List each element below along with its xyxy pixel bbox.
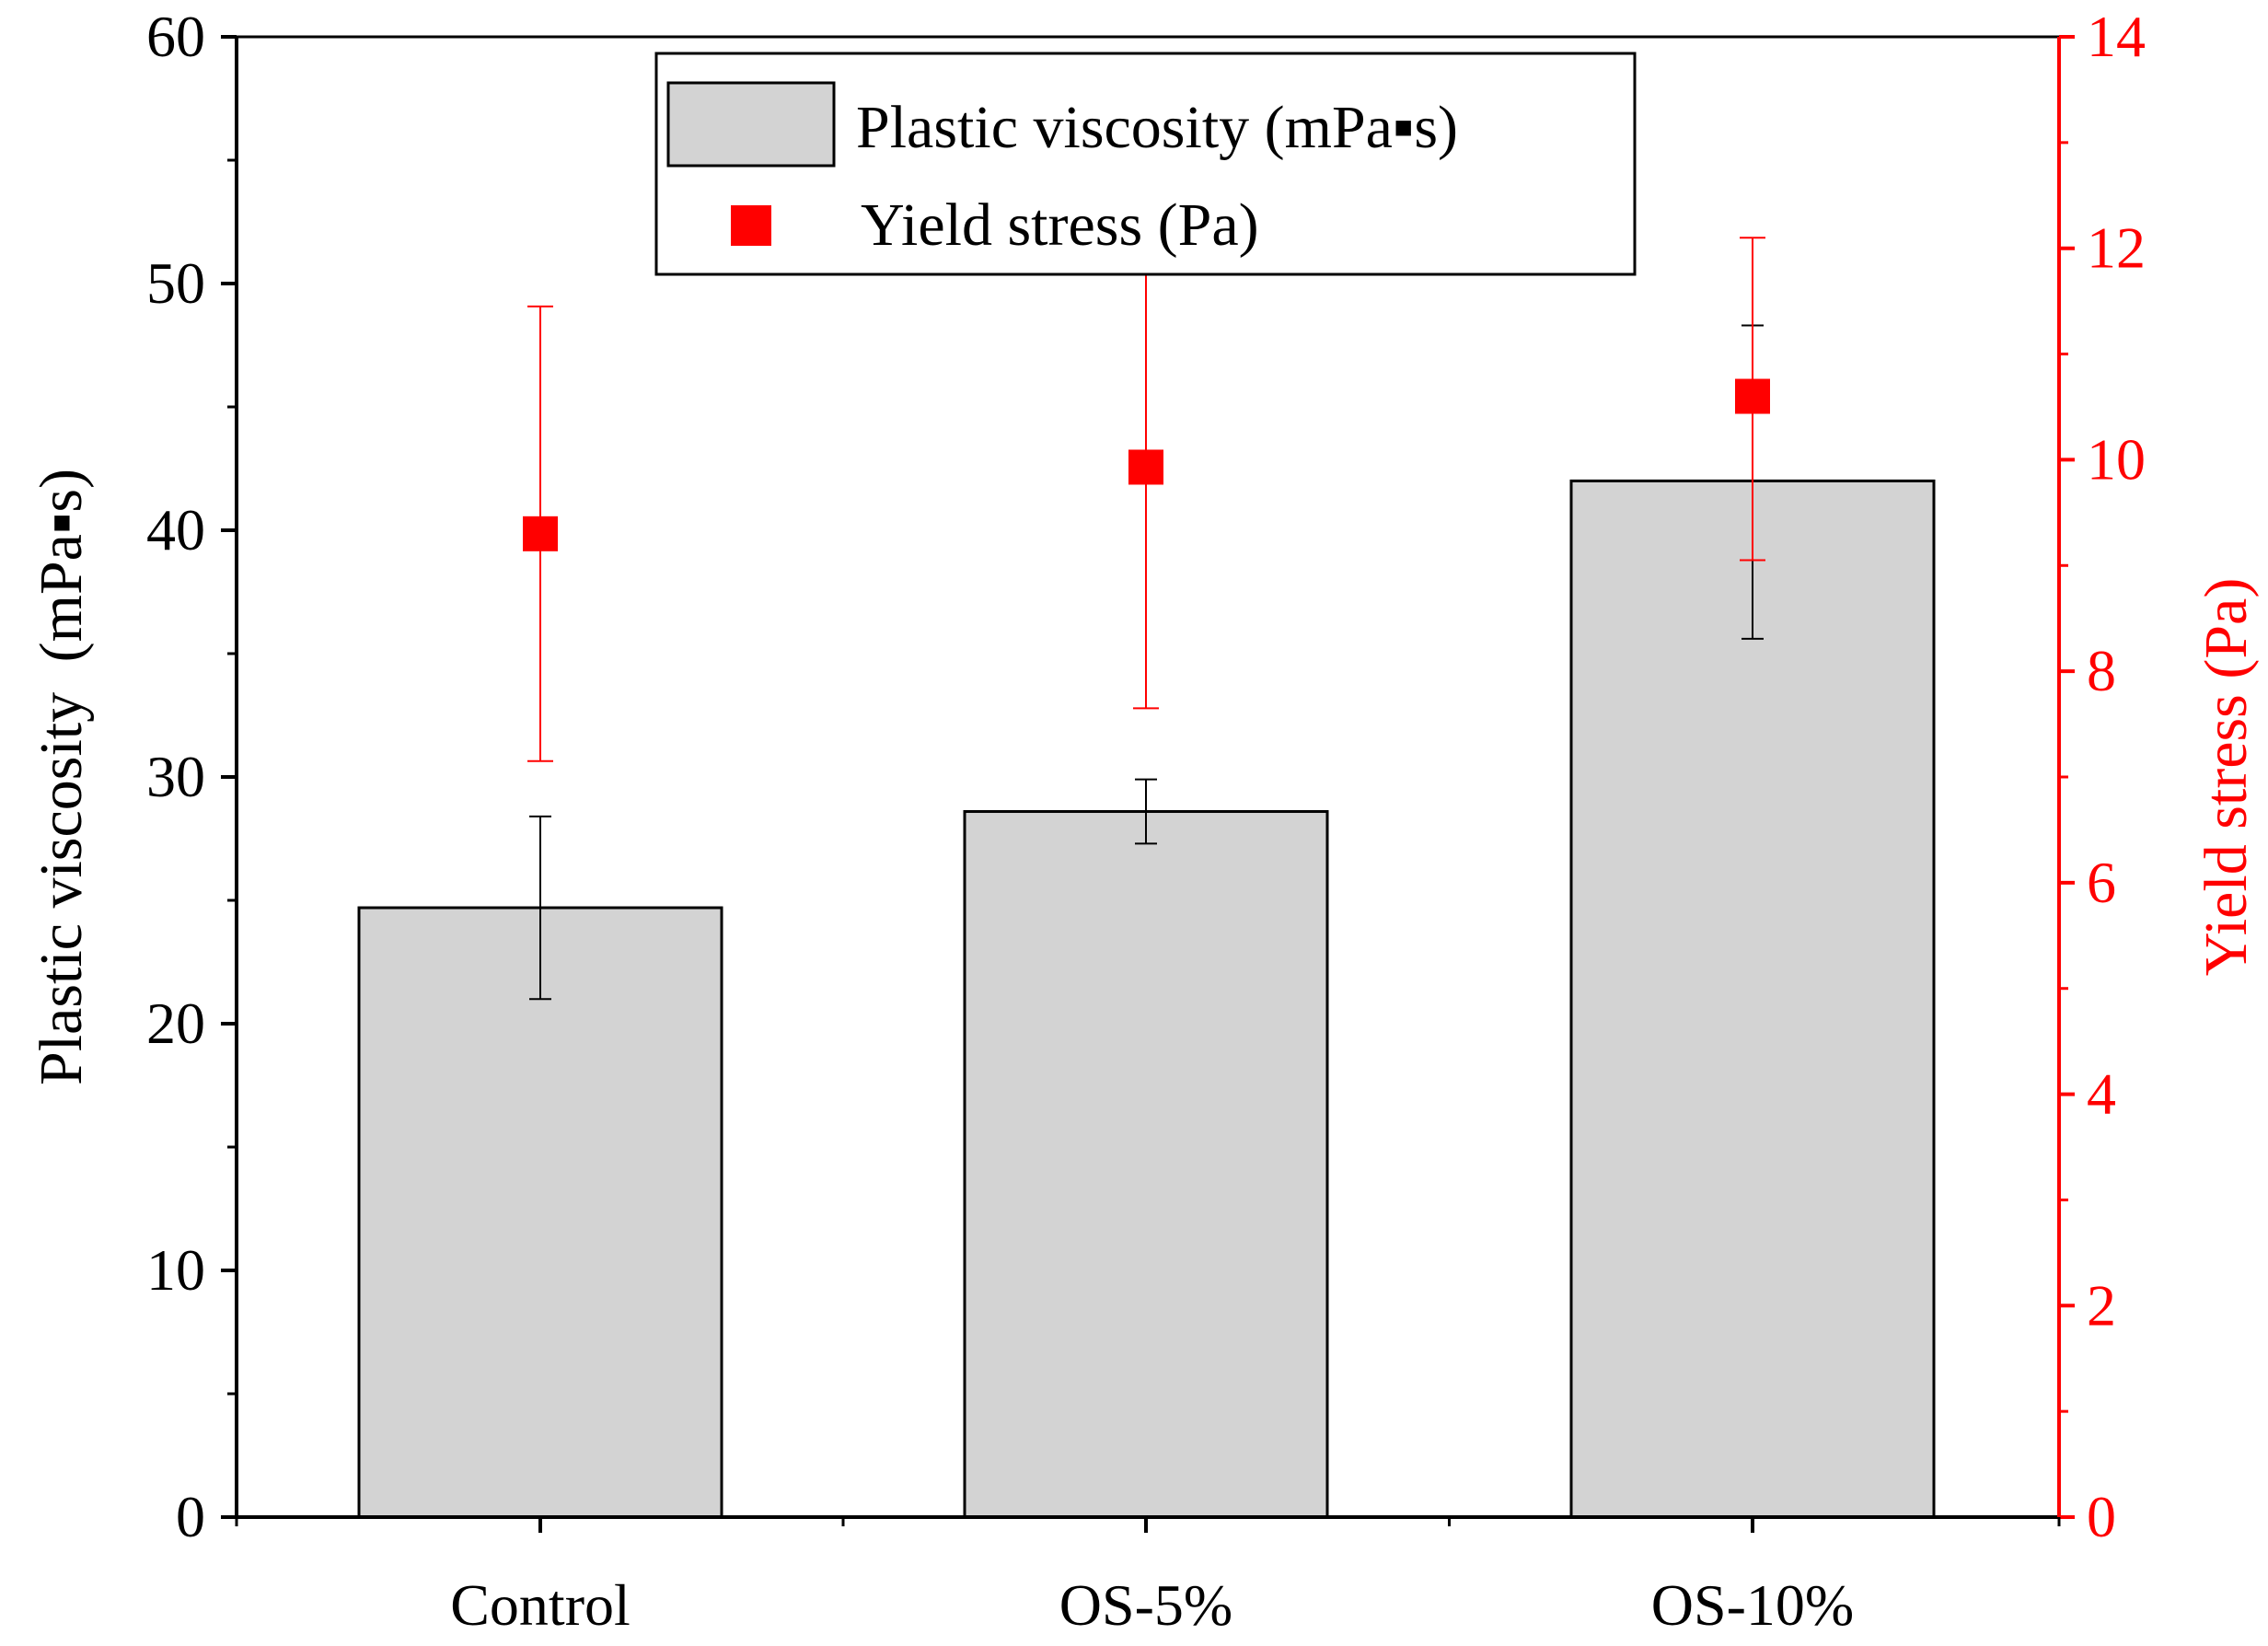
legend-swatch-yield xyxy=(731,205,771,246)
x-tick-label: Control xyxy=(450,1572,631,1638)
x-axis-ticks: Control OS-5% OS-10% xyxy=(235,1517,2061,1638)
left-axis-ticks: 0 10 20 30 40 50 60 xyxy=(146,4,237,1549)
right-axis-title: Yield stress (Pa) xyxy=(2193,578,2260,977)
legend: Plastic viscosity (mPa▪s) Yield stress (… xyxy=(654,52,1637,276)
right-tick-label: 14 xyxy=(2087,4,2146,69)
right-tick-label: 2 xyxy=(2087,1272,2116,1338)
yield-points xyxy=(523,378,1770,551)
right-tick-label: 8 xyxy=(2087,638,2116,703)
right-tick-label: 6 xyxy=(2087,850,2116,915)
right-tick-label: 4 xyxy=(2087,1061,2116,1127)
left-tick-label: 0 xyxy=(176,1484,205,1549)
left-tick-label: 10 xyxy=(146,1237,205,1303)
left-tick-label: 30 xyxy=(146,744,205,809)
yield-point-control xyxy=(523,516,558,551)
right-tick-label: 10 xyxy=(2087,426,2146,492)
right-axis-ticks: 0 2 4 6 8 10 12 14 xyxy=(2059,4,2146,1549)
left-tick-label: 40 xyxy=(146,497,205,562)
yield-point-os-10- xyxy=(1735,378,1770,414)
left-axis-title-unit: (mPa▪s) xyxy=(28,469,95,662)
right-tick-label: 12 xyxy=(2087,215,2146,281)
left-tick-label: 50 xyxy=(146,250,205,316)
yield-point-os-5- xyxy=(1128,449,1163,485)
left-tick-label: 20 xyxy=(146,991,205,1056)
bar-os-5- xyxy=(963,810,1329,1519)
left-tick-label: 60 xyxy=(146,4,205,69)
x-tick-label: OS-5% xyxy=(1059,1572,1232,1638)
x-tick-label: OS-10% xyxy=(1651,1572,1854,1638)
legend-swatch-viscosity xyxy=(666,81,836,168)
bars-layer xyxy=(357,479,1936,1519)
left-axis-title: Plastic viscosity (mPa▪s) xyxy=(28,469,95,1085)
left-axis-title-main: Plastic viscosity xyxy=(28,692,95,1085)
legend-label-viscosity: Plastic viscosity (mPa▪s) xyxy=(856,94,1458,161)
right-tick-label: 0 xyxy=(2087,1484,2116,1549)
legend-label-yield: Yield stress (Pa) xyxy=(861,191,1259,259)
